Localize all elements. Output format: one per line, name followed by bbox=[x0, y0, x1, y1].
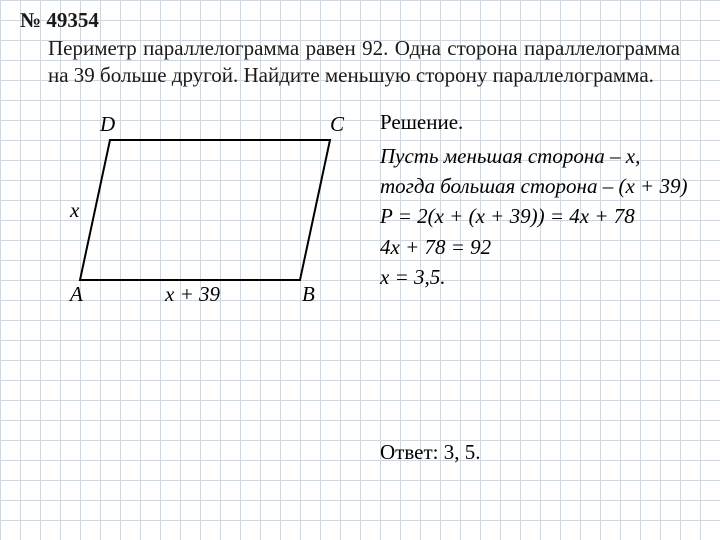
parallelogram-shape bbox=[80, 140, 330, 280]
vertex-D: D bbox=[100, 112, 115, 137]
answer-label: Ответ: bbox=[380, 440, 438, 464]
problem-text: Периметр параллелограмма равен 92. Одна … bbox=[48, 35, 680, 90]
solution-title: Решение. bbox=[380, 110, 687, 135]
page-content: № 49354 Периметр параллелограмма равен 9… bbox=[0, 0, 720, 465]
figure-parallelogram: D C A B x x + 39 bbox=[20, 110, 370, 350]
solution-line-4: 4x + 78 = 92 bbox=[380, 232, 687, 262]
vertex-C: C bbox=[330, 112, 344, 137]
side-label-x: x bbox=[70, 198, 79, 223]
side-label-x39: x + 39 bbox=[165, 282, 220, 307]
solution-line-3: P = 2(x + (x + 39)) = 4x + 78 bbox=[380, 201, 687, 231]
solution-line-2: тогда большая сторона – (x + 39) bbox=[380, 171, 687, 201]
vertex-B: B bbox=[302, 282, 315, 307]
answer-value: 3, 5. bbox=[444, 440, 481, 464]
parallelogram-svg bbox=[20, 110, 370, 350]
work-area: D C A B x x + 39 Решение. Пусть меньшая … bbox=[20, 110, 700, 350]
answer-line: Ответ: 3, 5. bbox=[380, 440, 700, 465]
solution-line-1: Пусть меньшая сторона – x, bbox=[380, 141, 687, 171]
problem-number: № 49354 bbox=[20, 8, 700, 33]
solution-block: Решение. Пусть меньшая сторона – x, тогд… bbox=[370, 110, 687, 350]
vertex-A: A bbox=[70, 282, 83, 307]
solution-line-5: x = 3,5. bbox=[380, 262, 687, 292]
